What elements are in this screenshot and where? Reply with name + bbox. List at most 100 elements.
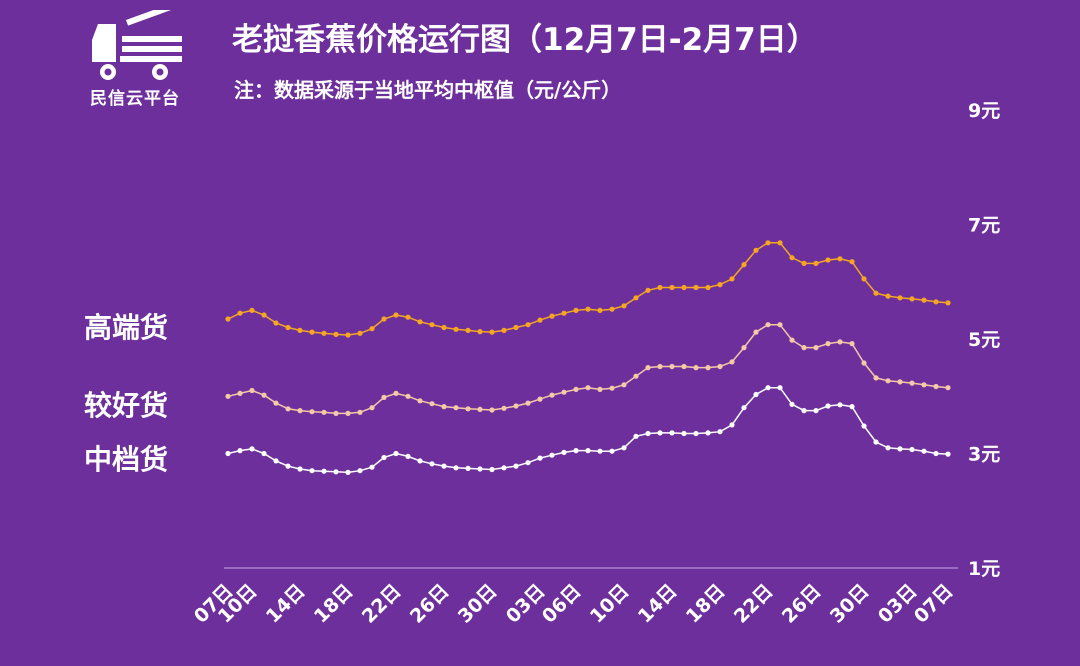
data-point [285,406,291,412]
data-point [441,324,447,331]
data-point [837,339,843,345]
x-tick-label: 30日 [826,580,874,628]
data-point [309,468,315,474]
data-point [225,393,231,399]
data-point [621,303,627,309]
data-point [945,385,951,391]
data-point [477,466,483,472]
data-point [729,276,735,282]
chart-title: 老挝香蕉价格运行图（12月7日-2月7日） [232,22,818,58]
data-point [645,430,651,437]
y-tick-label: 1元 [968,558,1000,580]
data-point [345,332,351,338]
series-label-mid: 中档货 [84,443,169,476]
data-point [669,284,675,291]
data-point [597,307,603,313]
data-point [273,458,279,464]
brand-logo: 民信云平台 [80,10,190,110]
data-point [357,468,363,474]
y-tick-label: 5元 [968,329,1000,351]
data-point [549,452,555,458]
data-point [897,295,903,301]
data-point [297,466,303,472]
data-point [357,330,363,336]
data-point [405,314,411,320]
y-tick-label: 7元 [968,215,1000,237]
data-point [501,465,507,471]
data-point [501,327,507,333]
data-point [813,345,819,351]
x-tick-label: 03日 [874,580,922,628]
data-point [261,450,267,457]
data-point [465,465,471,471]
data-point [681,430,687,437]
data-point [525,322,531,328]
data-point [729,422,735,428]
data-point [441,404,447,410]
data-point [741,262,747,268]
data-point [345,469,351,475]
data-point [465,406,471,412]
data-point [825,341,831,347]
data-point [441,463,447,469]
x-tick-label: 22日 [358,580,406,628]
data-point [801,345,807,351]
data-point [573,386,579,392]
data-point [741,345,747,351]
data-point [909,380,915,386]
data-point [717,429,723,435]
data-point [849,404,855,410]
data-point [561,449,567,455]
series-line-2 [227,386,949,474]
data-point [777,322,783,328]
data-point [537,396,543,402]
data-point [645,287,651,293]
data-point [609,385,615,391]
x-tick-label: 14日 [262,580,310,628]
data-point [765,385,771,391]
data-point [753,329,759,335]
data-point [333,331,339,337]
x-tick-label: 18日 [310,580,358,628]
data-point [417,319,423,325]
data-point [249,446,255,452]
data-point [453,405,459,411]
data-point [501,405,507,411]
data-point [285,463,291,469]
data-point [705,430,711,436]
data-point [837,256,843,262]
data-point [285,324,291,331]
data-point [585,448,591,454]
data-point [885,378,891,384]
data-point [777,385,783,391]
data-point [801,408,807,414]
data-point [369,326,375,332]
data-point [873,290,879,296]
x-tick-label: 06日 [538,580,586,628]
data-point [333,410,339,416]
data-point [333,469,339,475]
data-point [321,468,327,474]
data-point [885,293,891,299]
data-point [549,313,555,319]
data-point [381,394,387,400]
data-point [393,312,399,318]
data-point [633,373,639,379]
data-point [645,365,651,371]
data-point [225,450,231,457]
data-point [681,363,687,370]
data-point [417,458,423,464]
data-point [813,260,819,266]
data-point [921,448,927,454]
data-point [489,466,495,473]
data-point [825,403,831,409]
data-point [693,284,699,291]
data-point [537,317,543,323]
data-point [933,383,939,390]
x-tick-label: 26日 [778,580,826,628]
data-point [429,401,435,407]
data-point [225,316,231,322]
data-point [909,296,915,302]
x-tick-label: 10日 [586,580,634,628]
